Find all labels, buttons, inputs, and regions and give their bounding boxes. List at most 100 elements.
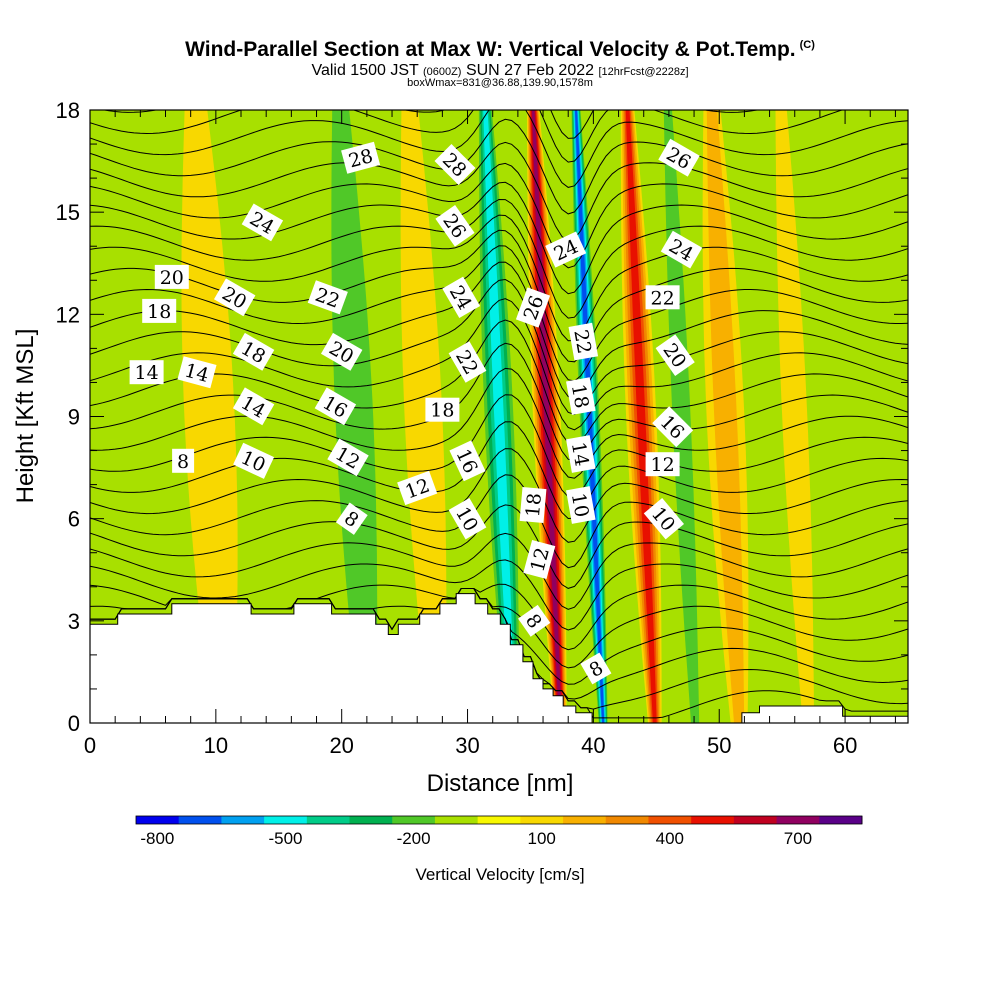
axes: 0 10 20 30 40 50 60 0 3 6 9 12 15 18 [56, 98, 908, 758]
box-max-info: boxWmax=831@36.88,139.90,1578m [407, 77, 593, 89]
x-tick-label: 30 [455, 733, 479, 758]
contour-label-box [172, 448, 195, 473]
isentrope [90, 198, 908, 319]
colorbar-tick-label: -800 [140, 829, 174, 848]
theta-contours [90, 110, 908, 719]
colorbar-frame [135, 815, 863, 825]
colorbar-swatch [477, 816, 521, 824]
contour-label-text: 22 [569, 328, 595, 356]
contour-label-box [425, 397, 460, 422]
contour-label-box [448, 497, 487, 540]
contour-label-box [566, 377, 596, 415]
colorbar-tick-label: 400 [656, 829, 684, 848]
isentrope [90, 394, 908, 498]
colorbar-swatch [136, 816, 180, 824]
contour-label-text: 14 [135, 362, 159, 384]
x-axis-title: Distance [nm] [427, 770, 574, 797]
contour-label-box [652, 406, 694, 448]
contour-label-box [129, 360, 164, 385]
contour-label-box [519, 487, 547, 523]
isentrope [90, 559, 908, 631]
contour-label-text: 12 [651, 454, 675, 476]
y-tick-label: 18 [56, 98, 80, 123]
isentrope [90, 421, 908, 520]
contour-label-8: 8 [335, 502, 368, 535]
contour-label-22: 22 [568, 322, 599, 361]
colorbar-swatch [605, 816, 649, 824]
isentrope [90, 448, 908, 543]
x-tick-label: 20 [329, 733, 353, 758]
velocity-band-7-level-2 [663, 110, 700, 723]
contour-label-10: 10 [566, 486, 596, 524]
x-tick-label: 10 [204, 733, 228, 758]
isentrope [90, 342, 908, 462]
contour-label-box [545, 231, 587, 268]
colorbar-swatch [434, 816, 479, 824]
contour-label-box [327, 438, 369, 477]
y-axis-title: Height [Kft MSL] [12, 329, 39, 504]
colorbar-swatch [563, 816, 607, 824]
contour-label-text: 8 [177, 451, 189, 473]
contour-label-14: 14 [177, 356, 217, 389]
velocity-band-8-level-2 [706, 110, 745, 723]
contour-label-box [434, 143, 476, 186]
x-tick-label: 0 [84, 733, 96, 758]
velocity-band-6-level-5 [625, 110, 657, 723]
colorbar-swatch [648, 816, 692, 824]
contour-label-text: 18 [147, 301, 171, 323]
contour-label-box [655, 334, 695, 377]
contour-label-box [397, 470, 438, 506]
isentrope [90, 278, 908, 416]
contour-label-20: 20 [154, 264, 189, 289]
isentrope [90, 504, 908, 589]
contour-label-box [320, 332, 363, 371]
contour-label-14: 14 [129, 360, 164, 385]
valid-zulu: (0600Z) [422, 66, 462, 78]
contour-label-text: 18 [430, 400, 454, 422]
colorbar-tick-label: -200 [397, 829, 431, 848]
contour-label-box [314, 387, 357, 426]
contour-label-text: 18 [567, 382, 593, 410]
contour-label-box [307, 280, 348, 315]
isentrope [90, 474, 908, 569]
contour-label-box [515, 287, 551, 328]
velocity-band-0-level-1 [181, 110, 238, 723]
contour-label-text: 14 [567, 440, 593, 468]
colorbar: -800 -500 -200 100 400 700 [135, 815, 863, 848]
colorbar-swatch [221, 816, 265, 824]
colorbar-swatch [776, 816, 820, 824]
contour-label-box [643, 497, 685, 540]
isentrope [90, 118, 908, 215]
contour-label-box [232, 387, 275, 426]
y-tick-label: 0 [68, 711, 80, 736]
x-tick-label: 60 [833, 733, 857, 758]
isentrope [90, 261, 908, 399]
contour-label-22: 22 [307, 280, 348, 315]
contour-label-box [442, 276, 481, 319]
contour-label-18: 18 [566, 377, 596, 415]
isentrope [90, 583, 908, 651]
contour-label-box [233, 442, 275, 479]
contour-label-text: 18 [522, 492, 546, 518]
vertical-velocity-field [181, 110, 814, 723]
contour-label-text: 10 [567, 491, 593, 519]
isentrope [90, 298, 908, 431]
colorbar-tick-label: 700 [784, 829, 812, 848]
colorbar-swatch [349, 816, 393, 824]
contour-label-box [448, 341, 487, 383]
contour-label-14: 14 [566, 435, 596, 473]
contour-label-box [580, 652, 612, 685]
isentrope [90, 245, 908, 382]
contour-label-box [177, 356, 217, 389]
contour-label-box [241, 203, 284, 242]
contour-label-box [658, 138, 700, 177]
velocity-band-3-level-5 [483, 110, 515, 723]
contour-label-18: 18 [142, 298, 177, 323]
chart-title: Wind-Parallel Section at Max W: Vertical… [185, 38, 815, 61]
velocity-band-9-level-1 [775, 110, 814, 723]
y-tick-label: 12 [56, 302, 80, 327]
contour-label-box [566, 486, 596, 524]
contour-label-8: 8 [580, 652, 612, 685]
contour-label-box [645, 452, 680, 477]
